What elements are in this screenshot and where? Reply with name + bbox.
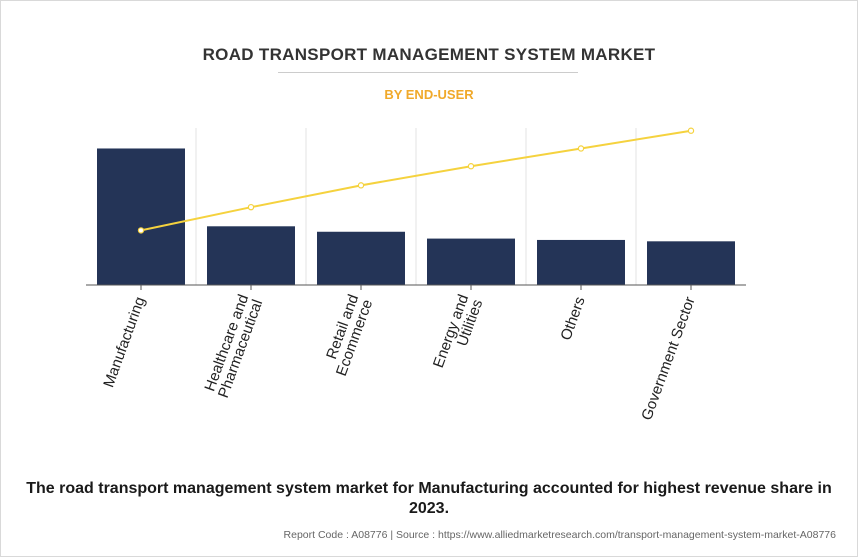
x-tick-label-3: Retail andEcommerce: [319, 292, 376, 378]
x-tick-label-4: Energy andUtilities: [430, 292, 486, 375]
bar-4: [427, 238, 515, 285]
trend-line: [140, 129, 692, 232]
trend-point-6: [687, 127, 695, 134]
chart-caption: The road transport management system mar…: [26, 480, 832, 517]
chart-subtitle: BY END-USER: [384, 87, 474, 102]
x-tick-label-1: Manufacturing: [100, 295, 148, 390]
x-tick-label-5: Others: [557, 295, 588, 343]
title-divider: [278, 72, 578, 73]
bar-3: [317, 231, 405, 285]
chart-title: ROAD TRANSPORT MANAGEMENT SYSTEM MARKET: [202, 45, 656, 64]
x-tick-label-6: Government Sector: [638, 295, 698, 423]
bar-1: [97, 148, 185, 285]
trend-point-2: [247, 203, 255, 211]
trend-point-4: [467, 163, 475, 170]
trend-point-1: [137, 227, 145, 234]
bar-2: [207, 226, 295, 285]
trend-point-5: [577, 145, 585, 152]
bar-5: [537, 239, 625, 285]
source-footer: Report Code : A08776 | Source : https://…: [283, 529, 836, 541]
x-tick-label-2: Healthcare andPharmaceutical: [201, 292, 266, 400]
bar-6: [647, 241, 735, 285]
trend-point-3: [357, 182, 365, 189]
